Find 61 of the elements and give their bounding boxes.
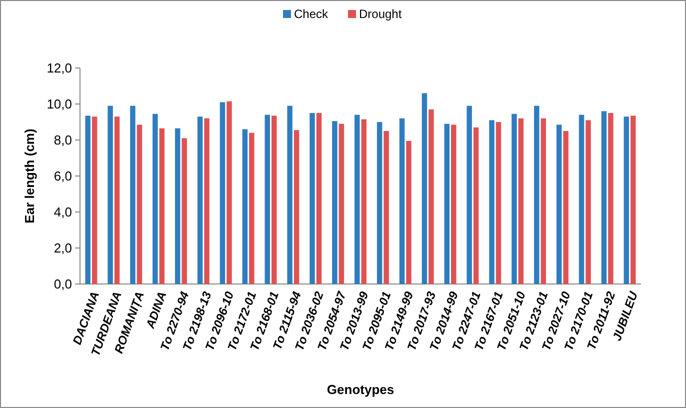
bar [384, 131, 389, 284]
y-axis-title: Ear length (cm) [22, 128, 37, 224]
bar [287, 106, 292, 284]
bar [108, 106, 113, 284]
y-tick-label: 10,0 [46, 96, 72, 112]
bar [512, 114, 517, 284]
bar [473, 127, 479, 284]
bar [406, 140, 412, 284]
bar [242, 129, 248, 284]
x-axis-title: Genotypes [326, 382, 394, 397]
bar [376, 122, 382, 284]
bar [451, 124, 456, 284]
bar [92, 116, 98, 284]
bar [316, 113, 322, 284]
y-tick-label: 4,0 [54, 204, 72, 220]
bar [136, 124, 142, 284]
bar [556, 124, 562, 284]
bar [220, 102, 226, 284]
bar [428, 109, 434, 284]
bar [249, 132, 254, 284]
bar [540, 118, 546, 284]
bar [518, 118, 524, 284]
bar [422, 93, 428, 284]
bar [332, 121, 338, 284]
legend-label: Drought [359, 7, 402, 22]
bar [444, 124, 450, 284]
bar [399, 118, 405, 284]
bar [114, 116, 120, 284]
y-tick-label: 6,0 [54, 168, 72, 184]
bar [264, 114, 270, 284]
bar [361, 119, 366, 284]
y-tick-label: 0,0 [54, 276, 72, 292]
bar [354, 114, 360, 284]
bar [130, 106, 136, 284]
bar [294, 130, 300, 284]
bar [466, 106, 472, 284]
bar [496, 122, 502, 284]
legend-label: Check [294, 7, 330, 22]
bar [310, 113, 315, 284]
bar [159, 128, 165, 284]
bar [271, 116, 277, 284]
bar [563, 131, 568, 284]
y-tick-label: 2,0 [54, 240, 72, 256]
bar [197, 116, 203, 284]
bar [534, 106, 540, 284]
bar [182, 138, 187, 284]
bar [578, 114, 584, 284]
bar [175, 128, 180, 284]
bar [489, 120, 494, 284]
bar [601, 111, 607, 284]
bar [608, 113, 614, 284]
bar [338, 124, 344, 284]
bar [85, 116, 90, 284]
bar [204, 118, 210, 284]
bar [630, 116, 636, 284]
bar [226, 101, 232, 284]
y-tick-label: 8,0 [54, 132, 72, 148]
bar [586, 120, 591, 284]
y-tick-label: 12,0 [46, 60, 72, 76]
bar [624, 116, 630, 284]
bar [152, 114, 158, 284]
